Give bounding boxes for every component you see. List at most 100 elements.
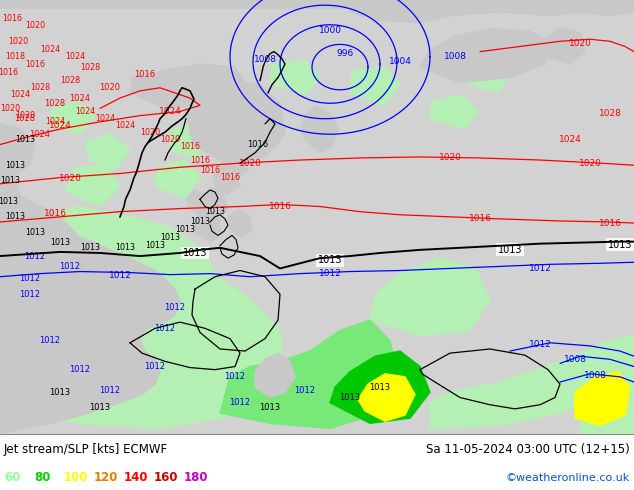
Text: 1016: 1016 xyxy=(598,219,621,227)
Polygon shape xyxy=(0,124,180,434)
Text: 1028: 1028 xyxy=(15,114,36,123)
Polygon shape xyxy=(350,67,400,105)
Text: 1020: 1020 xyxy=(140,128,160,137)
Text: 1020: 1020 xyxy=(160,135,180,144)
Polygon shape xyxy=(358,374,415,421)
Text: 1012: 1012 xyxy=(25,251,46,261)
Polygon shape xyxy=(0,0,634,23)
Text: 1012: 1012 xyxy=(70,365,91,374)
Polygon shape xyxy=(430,336,634,428)
Text: 120: 120 xyxy=(94,471,119,484)
Polygon shape xyxy=(213,167,240,194)
Text: 100: 100 xyxy=(64,471,88,484)
Polygon shape xyxy=(50,101,95,134)
Polygon shape xyxy=(370,258,490,336)
Text: 80: 80 xyxy=(34,471,50,484)
Text: 1028: 1028 xyxy=(60,76,80,85)
Text: 1013: 1013 xyxy=(498,245,522,255)
Text: 1028: 1028 xyxy=(598,109,621,118)
Text: 1016: 1016 xyxy=(25,59,45,69)
Text: 180: 180 xyxy=(184,471,209,484)
Text: 1020: 1020 xyxy=(238,159,261,168)
Polygon shape xyxy=(300,105,338,153)
Text: 1012: 1012 xyxy=(295,386,316,395)
Text: 1020: 1020 xyxy=(439,153,462,163)
Text: 1013: 1013 xyxy=(259,403,281,413)
Text: 1013: 1013 xyxy=(318,255,342,265)
Polygon shape xyxy=(545,28,585,64)
Text: 160: 160 xyxy=(154,471,179,484)
Text: 1020: 1020 xyxy=(579,159,602,168)
Polygon shape xyxy=(220,320,400,428)
Text: 1024: 1024 xyxy=(158,107,181,116)
Polygon shape xyxy=(170,124,210,160)
Text: 1013: 1013 xyxy=(15,135,35,144)
Text: 1024: 1024 xyxy=(40,45,60,54)
Text: 1016: 1016 xyxy=(180,142,200,151)
Text: 1013: 1013 xyxy=(89,403,110,413)
Text: 1012: 1012 xyxy=(529,341,552,349)
Text: 1013: 1013 xyxy=(5,161,25,170)
Text: 1024: 1024 xyxy=(75,107,95,116)
Text: 1012: 1012 xyxy=(20,290,41,299)
Text: 1016: 1016 xyxy=(247,140,269,149)
Text: 1016: 1016 xyxy=(134,70,155,79)
Polygon shape xyxy=(186,191,210,215)
Text: ©weatheronline.co.uk: ©weatheronline.co.uk xyxy=(506,472,630,483)
Text: 1013: 1013 xyxy=(183,248,207,258)
Text: 1018: 1018 xyxy=(5,52,25,61)
Text: 1016: 1016 xyxy=(269,202,292,211)
Polygon shape xyxy=(195,212,222,243)
Text: 1004: 1004 xyxy=(389,57,411,67)
Polygon shape xyxy=(430,95,478,129)
Text: 1020: 1020 xyxy=(8,37,28,46)
Text: 1013: 1013 xyxy=(80,244,100,252)
Polygon shape xyxy=(0,206,285,428)
Text: 1028: 1028 xyxy=(80,63,100,72)
Polygon shape xyxy=(255,353,295,397)
Text: 1024: 1024 xyxy=(115,122,135,130)
Text: 1013: 1013 xyxy=(25,228,45,237)
Polygon shape xyxy=(188,80,285,165)
Text: 1024: 1024 xyxy=(559,135,581,144)
Text: 1012: 1012 xyxy=(224,372,245,381)
Text: 1013: 1013 xyxy=(339,393,361,402)
Text: 1024: 1024 xyxy=(45,117,65,126)
Polygon shape xyxy=(270,60,320,95)
Text: 1012: 1012 xyxy=(39,336,60,345)
Text: 1012: 1012 xyxy=(20,274,41,283)
Polygon shape xyxy=(580,351,634,434)
Text: Sa 11-05-2024 03:00 UTC (12+15): Sa 11-05-2024 03:00 UTC (12+15) xyxy=(426,443,630,456)
Text: 1016: 1016 xyxy=(2,14,22,23)
Text: 1024: 1024 xyxy=(95,114,115,123)
Text: 1013: 1013 xyxy=(50,238,70,247)
Text: 140: 140 xyxy=(124,471,148,484)
Text: 1012: 1012 xyxy=(155,324,176,333)
Text: 1012: 1012 xyxy=(145,362,165,371)
Text: 60: 60 xyxy=(4,471,20,484)
Text: 1008: 1008 xyxy=(564,355,586,364)
Text: 1008: 1008 xyxy=(254,55,276,64)
Text: 1012: 1012 xyxy=(164,303,186,312)
Text: 1028: 1028 xyxy=(44,99,65,108)
Text: 1012: 1012 xyxy=(318,269,342,278)
Text: 1013: 1013 xyxy=(160,233,180,242)
Text: 1020: 1020 xyxy=(25,21,45,30)
Text: 1013: 1013 xyxy=(5,212,25,221)
Polygon shape xyxy=(130,64,245,108)
Text: 1016: 1016 xyxy=(44,209,67,218)
Text: 1016: 1016 xyxy=(200,166,220,175)
Text: 1012: 1012 xyxy=(108,271,131,280)
Polygon shape xyxy=(85,134,130,171)
Text: 1024: 1024 xyxy=(10,91,30,99)
Text: 1020: 1020 xyxy=(569,39,592,48)
Text: 1012: 1012 xyxy=(230,398,250,407)
Text: 1020: 1020 xyxy=(58,174,81,183)
Text: 1012: 1012 xyxy=(529,264,552,273)
Text: 1024: 1024 xyxy=(30,130,51,139)
Text: 1016: 1016 xyxy=(0,68,18,77)
Text: 1013: 1013 xyxy=(49,388,70,397)
Polygon shape xyxy=(155,160,200,198)
Polygon shape xyxy=(465,58,510,93)
Polygon shape xyxy=(200,77,255,116)
